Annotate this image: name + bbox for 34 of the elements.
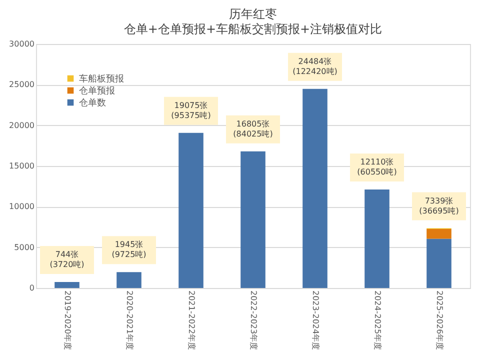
- legend-label: 仓单预报: [79, 86, 115, 96]
- legend-label: 仓单数: [79, 98, 106, 108]
- y-tick-label: 10000: [9, 202, 34, 212]
- y-tick-label: 30000: [9, 40, 34, 48]
- x-tick-label: 2023-2024年度: [311, 290, 320, 350]
- bar: [240, 151, 266, 288]
- x-tick-label: 2022-2023年度: [249, 290, 258, 350]
- bar: [178, 132, 204, 288]
- total-label: 24484张 (122420吨): [292, 56, 338, 76]
- x-tick-label: 2024-2025年度: [373, 290, 382, 350]
- total-label: 7339张 (36695吨): [419, 196, 459, 216]
- y-tick-label: 0: [29, 284, 34, 292]
- total-label: 12110张 (60550吨): [357, 158, 397, 177]
- y-tick-label: 15000: [9, 162, 34, 170]
- total-label: 16805张 (84025吨): [233, 119, 273, 138]
- total-label: 744张 (3720吨): [50, 250, 84, 269]
- chart-title: 历年红枣: [229, 7, 277, 21]
- y-tick-label: 20000: [9, 120, 34, 130]
- bar: [364, 190, 390, 288]
- bar: [426, 229, 452, 239]
- y-tick-label: 25000: [9, 80, 34, 90]
- x-tick-label: 2021-2022年度: [187, 290, 196, 350]
- bar: [302, 88, 328, 288]
- x-tick-label: 2020-2021年度: [125, 290, 134, 350]
- x-tick-label: 2025-2026年度: [435, 290, 444, 350]
- bar: [54, 282, 80, 288]
- total-label: 1945张 (9725吨): [112, 240, 146, 260]
- bar: [426, 238, 452, 288]
- bar: [116, 272, 142, 288]
- total-label: 19075张 (95375吨): [171, 100, 211, 120]
- x-tick-label: 2019-2020年度: [63, 290, 72, 350]
- legend-label: 车船板预报: [79, 74, 124, 84]
- chart-subtitle: 仓单+仓单预报+车船板交割预报+注销极值对比: [124, 22, 382, 36]
- y-tick-label: 5000: [14, 242, 34, 252]
